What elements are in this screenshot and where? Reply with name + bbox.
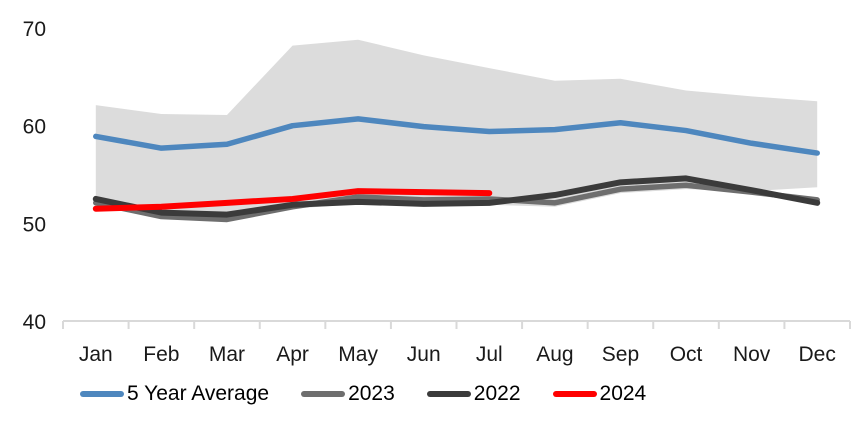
legend-item-5-year-average: 5 Year Average — [80, 382, 269, 406]
legend-label-5-year-average: 5 Year Average — [127, 382, 270, 405]
y-axis-label: 70 — [23, 18, 46, 41]
x-axis-label: Nov — [733, 343, 771, 366]
x-axis-label: May — [338, 343, 378, 366]
legend-swatch-2022-icon — [426, 391, 471, 397]
x-axis-label: Oct — [670, 343, 703, 366]
x-axis-label: Jan — [79, 343, 113, 366]
legend-label-2023: 2023 — [348, 382, 395, 405]
y-axis-label: 50 — [23, 213, 46, 236]
series-line-2024 — [92, 188, 493, 212]
legend-item-2022: 2022 — [426, 382, 521, 406]
x-axis-label: Jun — [407, 343, 441, 366]
x-axis-label: Feb — [143, 343, 179, 366]
series-line-5-year-average — [93, 116, 820, 156]
x-axis-label: Aug — [536, 343, 573, 366]
y-axis-label: 60 — [23, 116, 46, 139]
legend-swatch-5-year-average-icon — [80, 391, 124, 397]
series-line-2022 — [92, 175, 821, 218]
legend-item-2024: 2024 — [552, 382, 647, 406]
legend-swatch-2023-icon — [301, 391, 346, 397]
x-axis-label: Apr — [276, 343, 309, 366]
series-line-2023 — [93, 182, 820, 223]
x-axis-label: Jul — [476, 343, 503, 366]
chart-legend: 5 Year Average 2023 2022 2024 — [80, 382, 646, 406]
legend-label-2024: 2024 — [599, 382, 647, 405]
legend-item-2023: 2023 — [301, 382, 395, 406]
x-axis-label: Sep — [602, 343, 639, 366]
legend-label-2022: 2022 — [473, 382, 521, 405]
legend-swatch-2024-icon — [552, 391, 597, 397]
y-axis-label: 40 — [23, 311, 46, 334]
x-axis-label: Dec — [799, 343, 836, 366]
x-axis-label: Mar — [209, 343, 245, 366]
